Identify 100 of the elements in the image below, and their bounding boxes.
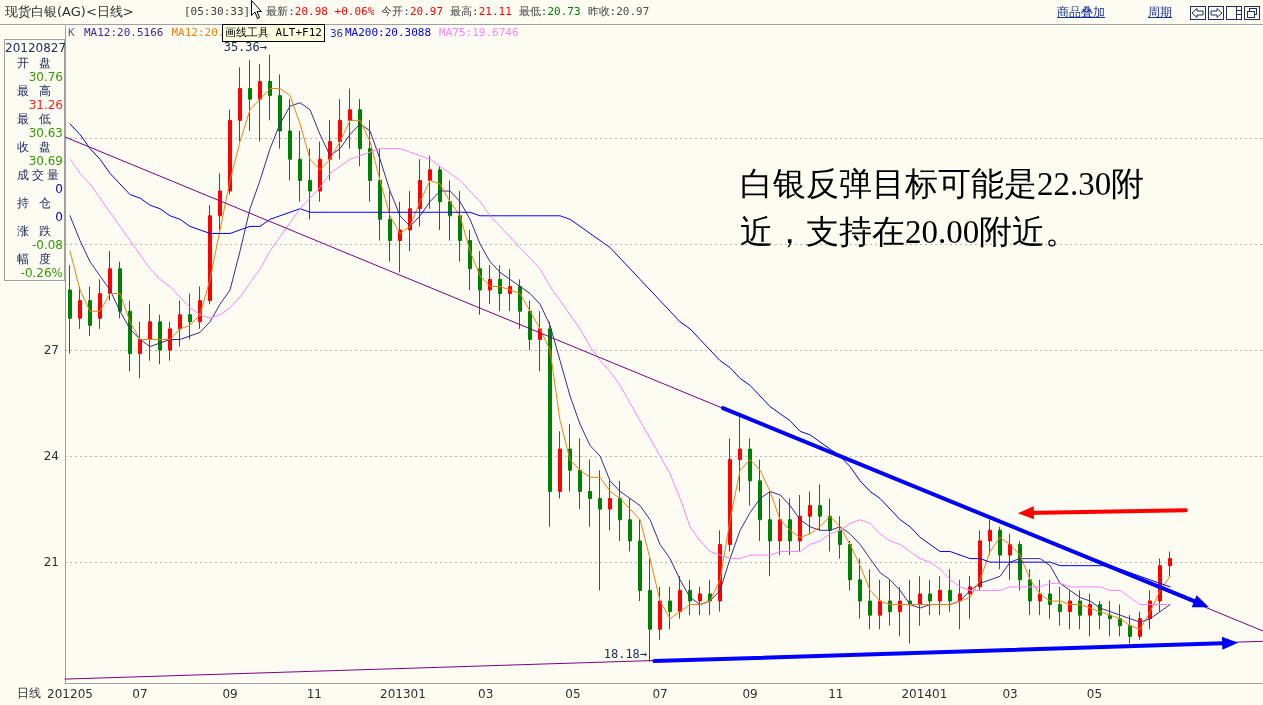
annotation: 35.36→ — [223, 39, 268, 54]
annotation: 20120827 — [5, 41, 67, 56]
candlestick — [168, 321, 172, 362]
text: MA75:19.6746 — [439, 26, 519, 39]
candlestick — [118, 261, 122, 319]
x-tick-label: 09 — [742, 687, 758, 701]
text: 30.76 — [27, 70, 64, 84]
candlestick — [828, 498, 832, 553]
candlestick — [918, 575, 922, 627]
x-tick-label: 201205 — [47, 687, 93, 701]
candlestick — [588, 459, 592, 528]
annotation: 画线工具 ALT+F12 — [225, 26, 322, 39]
candlestick — [418, 158, 422, 227]
candlestick — [1168, 551, 1172, 577]
text: 商品叠加 — [1057, 5, 1105, 19]
candlestick — [748, 437, 752, 507]
candlestick — [428, 155, 432, 210]
candlestick — [578, 437, 582, 510]
candlestick — [308, 148, 312, 220]
annotation: 36 — [330, 27, 344, 40]
candlestick — [1128, 614, 1132, 644]
candlestick — [518, 278, 522, 330]
x-tick-label: 201301 — [379, 687, 426, 701]
candlestick — [998, 526, 1002, 570]
text: -0.26% — [19, 266, 64, 280]
candlestick — [838, 515, 842, 560]
x-tick-label: 05 — [565, 687, 581, 701]
candlestick — [898, 586, 902, 637]
candlestick — [1108, 600, 1112, 637]
text: MA200:20.3088 — [345, 26, 432, 39]
candlestick — [1118, 604, 1122, 637]
text: 持 仓 — [16, 196, 55, 210]
candlestick — [368, 119, 372, 203]
candlestick — [458, 190, 462, 263]
x-tick-label: 03 — [1002, 687, 1018, 701]
candlestick — [808, 490, 812, 535]
candlestick — [628, 498, 632, 553]
candlestick — [448, 179, 452, 242]
y-tick-label: 21 — [43, 555, 59, 570]
x-tick-label: 11 — [306, 687, 322, 701]
candlestick — [1038, 579, 1042, 616]
chart-title: 现货白银(AG)<日线> — [5, 4, 134, 19]
candlestick — [948, 568, 952, 613]
text: 涨 跌 — [16, 224, 55, 238]
candlestick — [148, 303, 152, 362]
candlestick — [658, 586, 662, 641]
text: 开 盘 — [16, 56, 55, 70]
candlestick — [818, 483, 822, 531]
candlestick — [528, 300, 532, 351]
candlestick — [508, 268, 512, 312]
candlestick — [248, 59, 252, 132]
text: 成交量 — [16, 168, 63, 182]
candlestick — [858, 558, 862, 620]
candlestick — [908, 579, 912, 644]
candlestick — [208, 204, 212, 305]
candlestick — [558, 430, 562, 500]
candlestick — [778, 498, 782, 556]
text: 31.26 — [27, 98, 64, 112]
x-tick-label: 11 — [828, 687, 844, 701]
candlestick — [158, 314, 162, 365]
candlestick — [758, 459, 762, 542]
candlestick — [378, 148, 382, 242]
candlestick — [238, 66, 242, 143]
candlestick — [228, 109, 232, 196]
text: 30.63 — [27, 126, 64, 140]
text: 最高:21.11 — [450, 5, 512, 18]
candlestick — [878, 579, 882, 630]
candlestick — [698, 586, 702, 616]
candlestick — [1068, 589, 1072, 630]
candlestick — [648, 558, 652, 663]
text: 昨收:20.97 — [587, 5, 650, 18]
candlestick — [738, 416, 742, 492]
candlestick — [178, 300, 182, 348]
x-tick-label: 09 — [222, 687, 238, 701]
candlestick — [98, 278, 102, 330]
candlestick — [1088, 593, 1092, 637]
text: [05:30:33] — [184, 5, 251, 19]
candlestick — [1058, 586, 1062, 627]
candlestick — [288, 98, 292, 181]
candlestick — [678, 575, 682, 620]
candlestick — [788, 498, 792, 556]
candlestick — [848, 540, 852, 591]
text: 0 — [54, 210, 64, 224]
candlestick — [638, 519, 642, 602]
text: 幅 度 — [16, 252, 55, 266]
x-axis-title: 日线 — [17, 686, 42, 700]
candlestick — [388, 190, 392, 263]
candlestick — [268, 54, 272, 121]
candlestick — [928, 579, 932, 616]
candlestick — [478, 250, 482, 316]
candlestick — [278, 73, 282, 150]
candlestick — [398, 201, 402, 273]
candlestick — [298, 130, 302, 203]
candlestick — [348, 88, 352, 150]
candlestick — [338, 98, 342, 160]
x-tick-label: 07 — [132, 687, 148, 701]
text: 最低:20.73 — [518, 5, 581, 18]
candlestick — [568, 423, 572, 492]
text: 最新:20.98 +0.06% — [266, 5, 375, 18]
candlestick — [958, 579, 962, 630]
